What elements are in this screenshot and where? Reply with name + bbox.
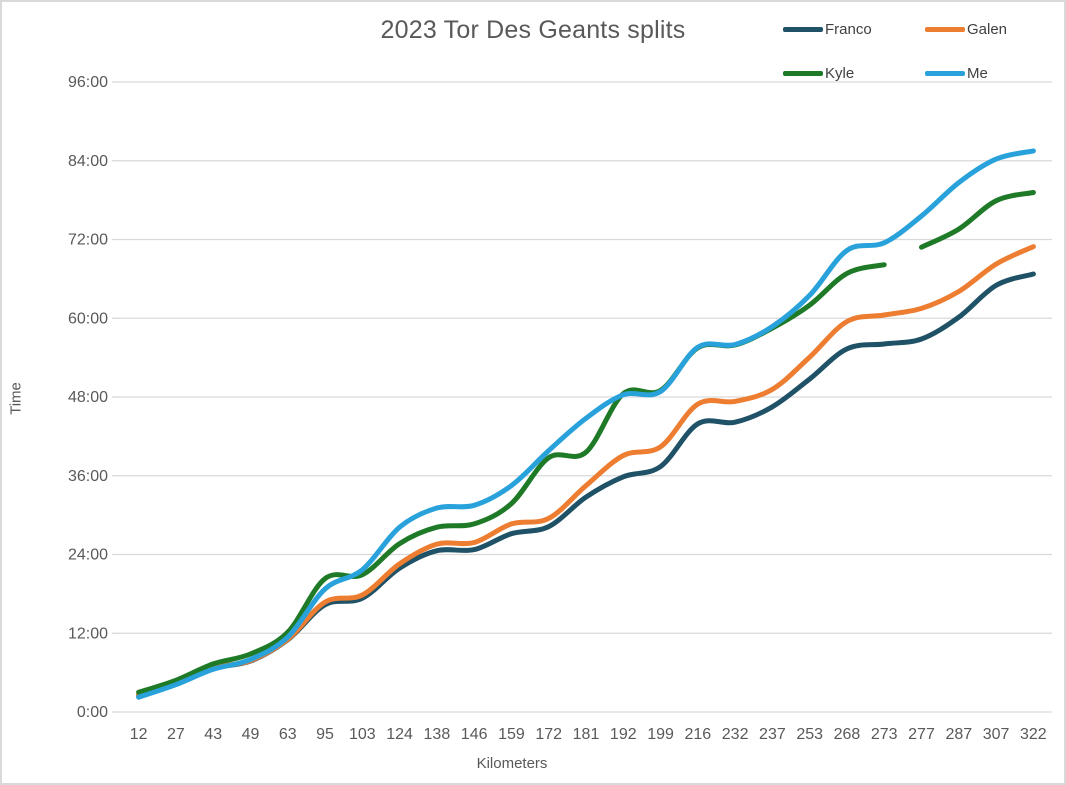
x-tick-label: 253 — [796, 726, 823, 743]
x-tick-label: 216 — [684, 726, 711, 743]
x-tick-label: 146 — [461, 726, 488, 743]
series-line-galen[interactable] — [136, 244, 1036, 697]
y-tick-label: 84:00 — [68, 153, 108, 170]
legend-swatch-kyle-icon — [783, 70, 823, 76]
legend-label-kyle: Kyle — [825, 64, 855, 82]
series-line-kyle[interactable] — [919, 190, 1036, 250]
x-tick-label: 181 — [573, 726, 600, 743]
x-tick-label: 172 — [535, 726, 562, 743]
x-axis-title: Kilometers — [476, 755, 548, 772]
x-tick-label: 95 — [316, 726, 334, 743]
legend-item-kyle[interactable]: Kyle — [783, 64, 854, 82]
x-tick-label: 268 — [834, 726, 861, 743]
y-tick-label: 24:00 — [68, 547, 108, 564]
x-tick-label: 103 — [349, 726, 376, 743]
y-tick-label: 12:00 — [68, 625, 108, 642]
legend-swatch-franco-icon — [783, 26, 823, 32]
y-axis-title: Time — [7, 382, 25, 415]
legend-label-franco: Franco — [825, 20, 872, 38]
x-tick-label: 273 — [871, 726, 898, 743]
legend-swatch-galen-icon — [925, 26, 965, 32]
x-tick-label: 277 — [908, 726, 935, 743]
x-tick-label: 27 — [167, 726, 185, 743]
x-tick-label: 192 — [610, 726, 637, 743]
x-tick-label: 49 — [242, 726, 260, 743]
x-tick-label: 124 — [386, 726, 413, 743]
y-tick-label: 60:00 — [68, 310, 108, 327]
x-tick-label: 237 — [759, 726, 786, 743]
x-tick-label: 12 — [130, 726, 148, 743]
legend-swatch-me-icon — [925, 70, 965, 76]
x-tick-label: 63 — [279, 726, 297, 743]
y-tick-label: 36:00 — [68, 468, 108, 485]
x-tick-label: 307 — [983, 726, 1010, 743]
y-tick-label: 0:00 — [77, 704, 108, 721]
series-line-me[interactable] — [136, 148, 1036, 700]
x-tick-label: 138 — [424, 726, 451, 743]
y-tick-label: 96:00 — [68, 74, 108, 91]
legend-item-me[interactable]: Me — [925, 64, 988, 82]
x-tick-label: 232 — [722, 726, 749, 743]
chart-title: 2023 Tor Des Geants splits — [380, 16, 686, 44]
x-tick-label: 287 — [945, 726, 972, 743]
legend-item-galen[interactable]: Galen — [925, 20, 1007, 38]
x-tick-label: 322 — [1020, 726, 1047, 743]
y-tick-label: 72:00 — [68, 232, 108, 249]
y-tick-label: 48:00 — [68, 389, 108, 406]
x-tick-label: 43 — [204, 726, 222, 743]
legend-label-galen: Galen — [967, 20, 1008, 38]
x-tick-label: 199 — [647, 726, 674, 743]
legend-item-franco[interactable]: Franco — [783, 20, 872, 38]
legend-label-me: Me — [967, 64, 988, 82]
x-tick-label: 159 — [498, 726, 525, 743]
